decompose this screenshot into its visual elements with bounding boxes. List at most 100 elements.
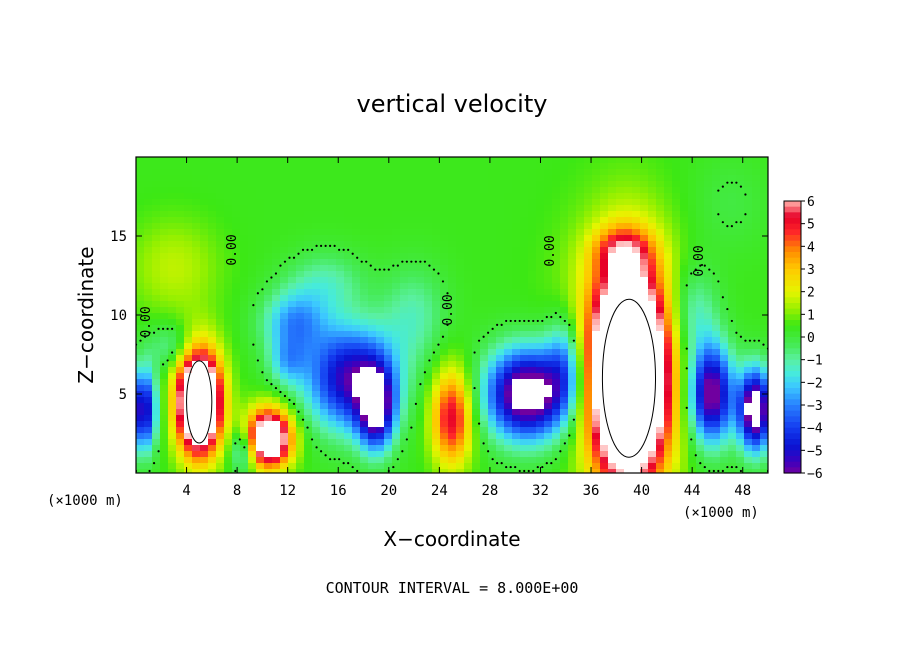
field-cell xyxy=(664,319,673,326)
field-cell xyxy=(448,247,457,254)
field-cell xyxy=(640,451,649,458)
field-cell xyxy=(296,337,305,344)
field-cell xyxy=(464,367,473,374)
field-cell xyxy=(432,349,441,356)
field-cell xyxy=(400,409,409,416)
field-cell xyxy=(664,163,673,170)
field-cell xyxy=(288,289,297,296)
field-cell xyxy=(536,163,545,170)
field-cell xyxy=(648,205,657,212)
field-cell xyxy=(432,175,441,182)
field-cell xyxy=(616,355,625,362)
contour-point xyxy=(324,244,327,247)
field-cell xyxy=(136,157,145,164)
field-cell xyxy=(424,325,433,332)
contour-ring xyxy=(601,298,657,458)
field-cell xyxy=(184,331,193,338)
field-cell xyxy=(184,361,193,368)
field-cell xyxy=(664,295,673,302)
field-cell xyxy=(616,307,625,314)
field-cell xyxy=(360,241,369,248)
field-cell xyxy=(432,307,441,314)
field-cell xyxy=(360,385,369,392)
field-cell xyxy=(616,217,625,224)
contour-point xyxy=(518,319,521,323)
field-cell xyxy=(424,295,433,302)
field-cell xyxy=(568,283,577,290)
field-cell xyxy=(728,367,737,374)
field-cell xyxy=(264,415,273,422)
field-cell xyxy=(216,349,225,356)
field-cell xyxy=(264,283,273,290)
field-cell xyxy=(648,229,657,236)
field-cell xyxy=(680,409,689,416)
field-cell xyxy=(504,355,513,362)
field-cell xyxy=(720,313,729,320)
field-cell xyxy=(456,241,465,248)
field-cell xyxy=(232,313,241,320)
field-cell xyxy=(640,163,649,170)
field-cell xyxy=(224,379,233,386)
field-cell xyxy=(736,313,745,320)
field-cell xyxy=(200,289,209,296)
field-cell xyxy=(344,301,353,308)
colorbar-tick-label: −6 xyxy=(807,467,823,482)
field-cell xyxy=(264,445,273,452)
field-cell xyxy=(512,355,521,362)
field-cell xyxy=(280,235,289,242)
field-cell xyxy=(632,205,641,212)
field-cell xyxy=(584,451,593,458)
field-cell xyxy=(736,193,745,200)
field-cell xyxy=(384,295,393,302)
field-cell xyxy=(304,217,313,224)
field-cell xyxy=(576,259,585,266)
field-cell xyxy=(224,439,233,446)
field-cell xyxy=(296,313,305,320)
field-cell xyxy=(232,289,241,296)
field-cell xyxy=(280,433,289,440)
field-cell xyxy=(600,415,609,422)
field-cell xyxy=(456,157,465,164)
field-cell xyxy=(208,169,217,176)
field-cell xyxy=(312,187,321,194)
field-cell xyxy=(144,169,153,176)
field-cell xyxy=(456,325,465,332)
field-cell xyxy=(296,199,305,206)
field-cell xyxy=(672,325,681,332)
field-cell xyxy=(560,343,569,350)
field-cell xyxy=(536,259,545,266)
field-cell xyxy=(464,241,473,248)
field-cell xyxy=(400,253,409,260)
field-cell xyxy=(232,361,241,368)
field-cell xyxy=(440,193,449,200)
field-cell xyxy=(648,433,657,440)
field-cell xyxy=(528,175,537,182)
field-cell xyxy=(752,235,761,242)
field-cell xyxy=(176,409,185,416)
field-cell xyxy=(496,319,505,326)
field-cell xyxy=(544,403,553,410)
field-cell xyxy=(744,343,753,350)
field-cell xyxy=(520,187,529,194)
field-cell xyxy=(216,301,225,308)
field-cell xyxy=(176,229,185,236)
field-cell xyxy=(640,211,649,218)
field-cell xyxy=(304,361,313,368)
field-cell xyxy=(384,193,393,200)
field-cell xyxy=(560,385,569,392)
field-cell xyxy=(232,175,241,182)
field-cell xyxy=(432,373,441,380)
field-cell xyxy=(336,265,345,272)
field-cell xyxy=(480,331,489,338)
field-cell xyxy=(448,277,457,284)
field-cell xyxy=(584,241,593,248)
contour-point xyxy=(256,292,259,295)
field-cell xyxy=(576,229,585,236)
field-cell xyxy=(624,193,633,200)
field-cell xyxy=(336,247,345,254)
field-cell xyxy=(568,439,577,446)
field-cell xyxy=(320,235,329,242)
field-cell xyxy=(136,361,145,368)
field-cell xyxy=(304,175,313,182)
